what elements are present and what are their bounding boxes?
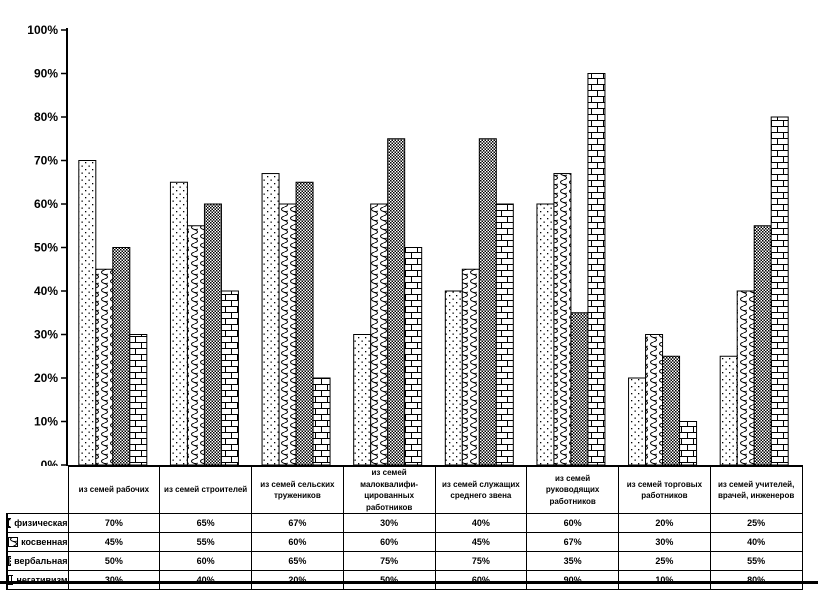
category-header-cell-7: из семей торговых работников xyxy=(618,465,711,515)
legend-cell-косвенная: косвенная xyxy=(6,532,69,553)
bar-физическая-g6 xyxy=(536,203,555,466)
category-header-cell-4: из семей малоквалифи-цированных работник… xyxy=(342,465,436,515)
value-cell-вербальная-c6: 35% xyxy=(526,551,619,572)
legend-cell-вербальная: вербальная xyxy=(6,551,69,572)
value-cell-негативизм-c6: 90% xyxy=(526,570,619,591)
bricks-pattern xyxy=(9,574,14,585)
value-cell-вербальная-c2: 60% xyxy=(159,551,252,572)
category-header-cell-6: из семей руководящих работников xyxy=(526,465,619,515)
bar-вербальная-g8 xyxy=(753,225,772,466)
value-cell-косвенная-c5: 45% xyxy=(434,532,528,553)
bar-негативизм-g7 xyxy=(679,421,698,466)
category-header-cell-3: из семей сельских тружеников xyxy=(251,465,344,515)
bar-косвенная-g6 xyxy=(553,173,572,466)
bar-chart-plot: 0% 10% 20% 30% 40% 50% 60% 70% 80% 90% 100% xyxy=(27,23,789,467)
legend-label: негативизм xyxy=(16,575,67,585)
bar-косвенная-g5 xyxy=(461,268,480,466)
value-cell-физическая-c3: 67% xyxy=(251,513,344,534)
bar-негативизм-g4 xyxy=(404,247,423,466)
bar-вербальная-g2 xyxy=(203,203,222,466)
y-axis-tick-label: 50% xyxy=(34,241,58,255)
bar-вербальная-g1 xyxy=(112,247,131,466)
value-cell-вербальная-c3: 65% xyxy=(251,551,344,572)
value-cell-негативизм-c2: 40% xyxy=(159,570,252,591)
bar-физическая-g5 xyxy=(444,290,463,466)
value-cell-негативизм-c8: 80% xyxy=(709,570,803,591)
y-axis-tick-label: 0% xyxy=(41,458,59,467)
y-axis-tick-label: 40% xyxy=(34,284,58,298)
y-axis-tick-label: 60% xyxy=(34,197,58,211)
bar-вербальная-g5 xyxy=(478,138,497,466)
value-cell-негативизм-c5: 60% xyxy=(434,570,528,591)
category-header-cell-1: из семей рабочих xyxy=(67,465,161,515)
value-cell-вербальная-c4: 75% xyxy=(342,551,436,572)
value-cell-физическая-c1: 70% xyxy=(67,513,161,534)
bar-негативизм-g8 xyxy=(770,116,789,466)
value-cell-физическая-c5: 40% xyxy=(434,513,528,534)
dots-pattern xyxy=(9,517,12,528)
bar-негативизм-g1 xyxy=(129,334,148,466)
y-axis-tick-label: 30% xyxy=(34,328,58,342)
bar-физическая-g1 xyxy=(78,160,97,466)
y-axis-tick-label: 90% xyxy=(34,67,58,81)
value-cell-косвенная-c2: 55% xyxy=(159,532,252,553)
value-cell-физическая-c2: 65% xyxy=(159,513,252,534)
bar-косвенная-g2 xyxy=(186,225,205,466)
value-cell-косвенная-c1: 45% xyxy=(67,532,161,553)
bar-негативизм-g6 xyxy=(587,73,606,466)
legend-label: вербальная xyxy=(14,556,68,567)
legend-cell-физическая: физическая xyxy=(6,513,69,534)
value-cell-вербальная-c8: 55% xyxy=(709,551,803,572)
legend-cell-негативизм: негативизм xyxy=(6,570,69,591)
bar-физическая-g7 xyxy=(628,377,647,466)
table-corner-empty xyxy=(7,466,68,514)
bar-физическая-g4 xyxy=(353,334,372,466)
bar-физическая-g2 xyxy=(169,181,188,466)
legend-label: физическая xyxy=(14,518,68,529)
category-header-cell-5: из семей служащих среднего звена xyxy=(434,465,528,515)
value-cell-косвенная-c3: 60% xyxy=(251,532,344,553)
value-cell-физическая-c7: 20% xyxy=(618,513,711,534)
value-cell-вербальная-c1: 50% xyxy=(67,551,161,572)
legend-label: косвенная xyxy=(21,537,68,548)
bar-вербальная-g7 xyxy=(662,355,681,466)
bar-косвенная-g1 xyxy=(95,268,114,466)
value-cell-негативизм-c3: 20% xyxy=(251,570,344,591)
value-cell-физическая-c8: 25% xyxy=(709,513,803,534)
y-axis-tick-label: 20% xyxy=(34,371,58,385)
scales-pattern xyxy=(9,536,18,547)
y-axis-tick-label: 70% xyxy=(34,154,58,168)
bar-косвенная-g8 xyxy=(736,290,755,466)
figure-bottom-rule xyxy=(0,581,818,584)
value-cell-вербальная-c5: 75% xyxy=(434,551,528,572)
value-cell-косвенная-c7: 30% xyxy=(618,532,711,553)
bar-негативизм-g5 xyxy=(495,203,514,466)
bar-косвенная-g7 xyxy=(645,334,664,466)
data-table: из семей рабочих из семей строителей из се… xyxy=(6,465,803,591)
bar-негативизм-g2 xyxy=(220,290,239,466)
bar-вербальная-g4 xyxy=(387,138,406,466)
bar-вербальная-g3 xyxy=(295,181,314,466)
value-cell-физическая-c4: 30% xyxy=(342,513,436,534)
bar-физическая-g8 xyxy=(719,355,738,466)
bar-косвенная-g3 xyxy=(278,203,297,466)
value-cell-негативизм-c4: 50% xyxy=(342,570,436,591)
value-cell-негативизм-c1: 30% xyxy=(67,570,161,591)
bar-косвенная-g4 xyxy=(370,203,389,466)
y-axis-tick-label: 100% xyxy=(27,23,58,37)
bar-вербальная-g6 xyxy=(570,312,589,466)
value-cell-косвенная-c8: 40% xyxy=(709,532,803,553)
category-header-cell-2: из семей строителей xyxy=(159,465,252,515)
checker-pattern xyxy=(9,555,12,566)
category-header-cell-8: из семей учителей, врачей, инженеров xyxy=(709,465,803,515)
bar-физическая-g3 xyxy=(261,173,280,466)
value-cell-косвенная-c6: 67% xyxy=(526,532,619,553)
bar-негативизм-g3 xyxy=(312,377,331,466)
y-axis-tick-label: 10% xyxy=(34,415,58,429)
value-cell-вербальная-c7: 25% xyxy=(618,551,711,572)
y-axis-tick-label: 80% xyxy=(34,110,58,124)
value-cell-физическая-c6: 60% xyxy=(526,513,619,534)
value-cell-косвенная-c4: 60% xyxy=(342,532,436,553)
